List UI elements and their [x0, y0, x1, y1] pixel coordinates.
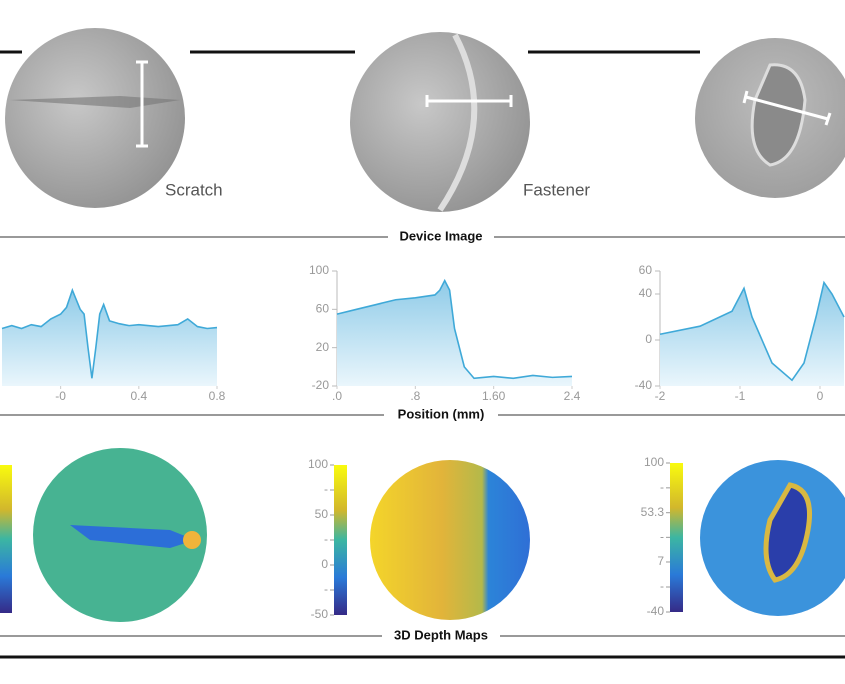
area-line — [659, 280, 845, 382]
section-title: Device Image — [399, 228, 482, 243]
sections: Device Image Position (mm) 3D Depth Maps — [0, 228, 845, 659]
x-tick-label: 2.4 — [564, 389, 581, 403]
image-label: Scratch — [165, 180, 223, 199]
fastener-edge — [437, 33, 478, 212]
dent-mark — [750, 63, 807, 167]
x-tick-label: .8 — [410, 389, 420, 403]
y-tick-label: 60 — [639, 263, 653, 277]
device-images: Scratch Fastener — [0, 28, 845, 212]
area-fill — [660, 282, 844, 386]
y-tick-label: 40 — [639, 286, 653, 300]
label-bg — [388, 228, 494, 246]
scratch-mark — [10, 96, 180, 108]
colorbar-label: - — [660, 480, 664, 494]
colorbar-label: - — [660, 579, 664, 593]
colorbar-label: - — [324, 582, 328, 596]
scratch-image — [5, 28, 185, 208]
y-tick-label: 60 — [316, 302, 330, 316]
colorbar-label: - — [324, 532, 328, 546]
x-tick-label: 0.8 — [209, 389, 226, 403]
image-label: Fastener — [523, 180, 590, 199]
colorbar-label: 53.3 — [641, 505, 665, 519]
measure-bar — [742, 90, 832, 126]
measure-bar — [425, 95, 513, 107]
x-tick-label: -2 — [655, 389, 666, 403]
depth-maps — [0, 448, 845, 622]
x-tick-label: -1 — [735, 389, 746, 403]
colorbar-label: -50 — [311, 607, 329, 621]
colorbar-label: 7 — [657, 554, 664, 568]
colorbar-label: 0 — [321, 557, 328, 571]
section-title: Position (mm) — [398, 406, 485, 421]
colorbar — [334, 465, 347, 615]
colorbar-label: 100 — [644, 455, 664, 469]
x-tick-label: -0 — [55, 389, 66, 403]
y-tick-label: -20 — [312, 378, 330, 392]
colorbar-label: 50 — [315, 507, 329, 521]
colorbar-label: -40 — [647, 604, 665, 618]
section-title: 3D Depth Maps — [394, 627, 488, 642]
area-line — [336, 278, 573, 380]
colorbar — [670, 463, 683, 612]
label-bg — [382, 627, 500, 645]
y-tick-label: -40 — [635, 378, 653, 392]
depth-feature — [763, 482, 812, 583]
area-fill — [2, 290, 217, 386]
depth-feature — [183, 531, 201, 549]
depth-map — [370, 460, 530, 620]
area-line — [1, 287, 218, 379]
x-tick-label: 1.60 — [482, 389, 506, 403]
area-fill — [337, 280, 572, 386]
measure-bar — [136, 60, 148, 148]
y-tick-label: 0 — [645, 332, 652, 346]
colorbar-label: 100 — [308, 457, 328, 471]
x-tick-label: .0 — [332, 389, 342, 403]
colorbar-label: - — [660, 530, 664, 544]
x-tick-label: 0.4 — [130, 389, 147, 403]
colorbar-label: - — [324, 482, 328, 496]
depth-feature — [70, 525, 195, 548]
y-tick-label: 20 — [316, 340, 330, 354]
x-tick-label: 0 — [817, 389, 824, 403]
y-tick-label: 100 — [309, 263, 329, 277]
fastener-image — [350, 32, 530, 212]
colorbar — [0, 465, 12, 613]
label-bg — [384, 406, 498, 424]
